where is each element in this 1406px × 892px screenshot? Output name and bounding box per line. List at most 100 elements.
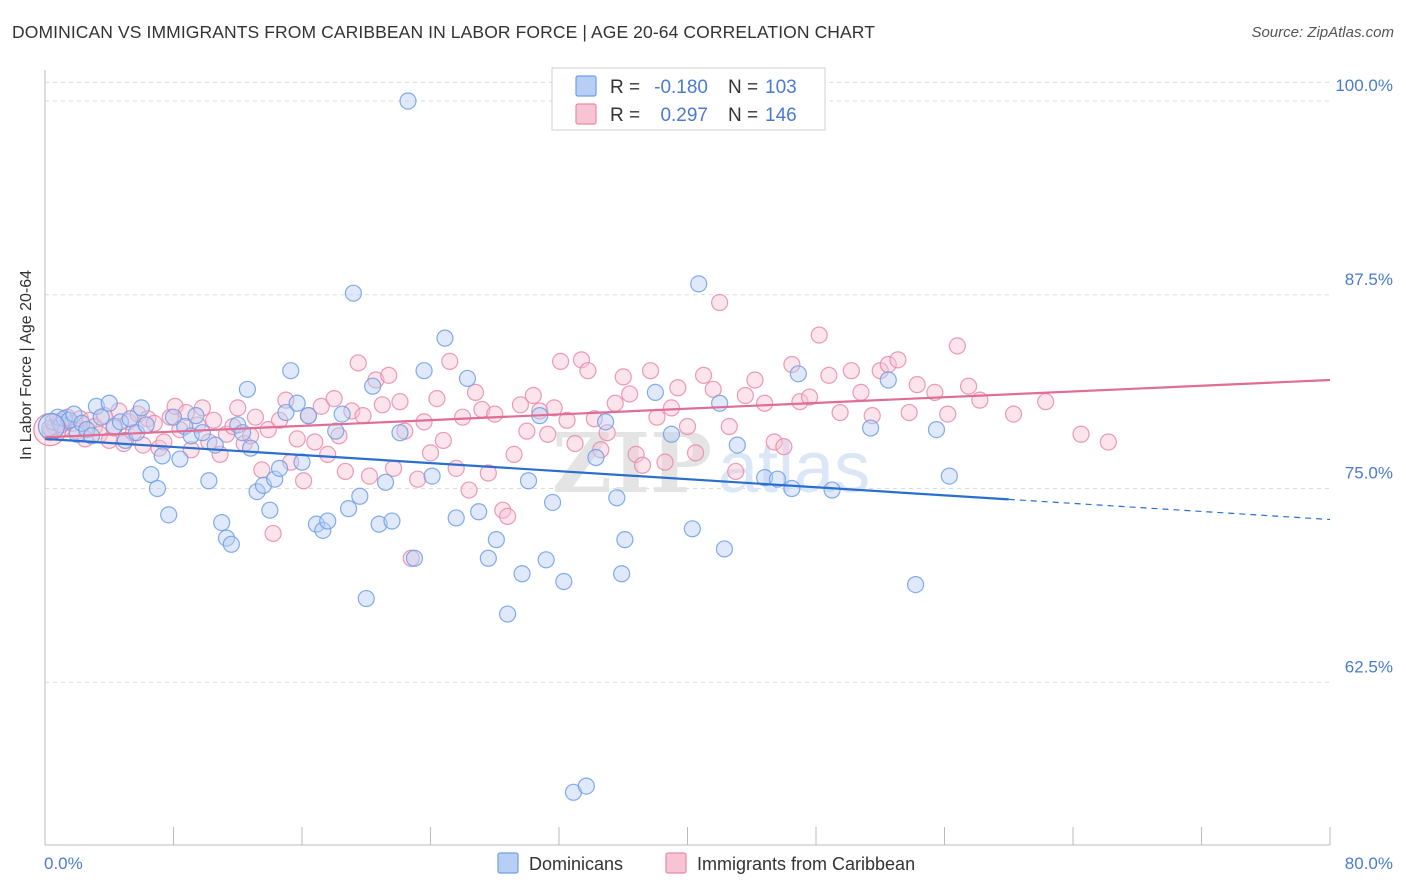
caribbean-point-100 — [627, 445, 645, 463]
dominican-point-24 — [160, 506, 178, 524]
caribbean-point-33 — [205, 411, 223, 429]
dominican-point-102 — [906, 575, 925, 594]
caribbean-point-107 — [678, 417, 697, 436]
dominican-point-51 — [314, 521, 332, 539]
caribbean-point-122 — [810, 326, 828, 344]
caribbean-point-56 — [343, 402, 361, 420]
caribbean-point-112 — [720, 417, 738, 436]
chart-source: Source: ZipAtlas.com — [1251, 24, 1394, 41]
caribbean-point-131 — [900, 403, 918, 422]
dominican-point-25 — [164, 408, 183, 426]
dominican-point-95 — [755, 469, 774, 487]
caribbean-point-110 — [704, 380, 722, 398]
dominican-point-52 — [319, 512, 337, 530]
dominican-point-60 — [370, 515, 388, 533]
caribbean-point-114 — [736, 386, 754, 405]
dominican-point-64 — [399, 92, 417, 110]
dominican-point-11 — [87, 397, 106, 415]
caribbean-point-134 — [939, 405, 957, 423]
dominican-point-68 — [436, 329, 454, 347]
caribbean-point-29 — [182, 441, 200, 459]
caribbean-point-48 — [295, 472, 313, 490]
caribbean-point-45 — [277, 391, 295, 409]
dominican-point-73 — [487, 531, 505, 549]
caribbean-point-68 — [415, 413, 433, 431]
caribbean-point-54 — [330, 427, 348, 445]
legend-swatch-1 — [575, 103, 597, 125]
dominican-point-20 — [137, 416, 155, 434]
dominican-point-70 — [458, 369, 477, 388]
chart-title: DOMINICAN VS IMMIGRANTS FROM CARIBBEAN I… — [12, 22, 876, 42]
dominican-point-65 — [405, 549, 424, 567]
y-tick-label-2: 87.5% — [1345, 270, 1393, 289]
caribbean-point-123 — [820, 366, 838, 384]
dominican-point-42 — [261, 501, 279, 519]
data-points — [33, 92, 1117, 801]
caribbean-point-69 — [421, 444, 440, 462]
dominican-point-78 — [537, 551, 555, 569]
caribbean-point-61 — [373, 396, 391, 414]
legend: R = -0.180 N = 103 R = 0.297 N = 146 — [551, 67, 826, 131]
dominican-point-74 — [499, 605, 517, 623]
dominican-point-29 — [187, 407, 205, 425]
caribbean-point-135 — [948, 337, 966, 355]
caribbean-point-140 — [1072, 425, 1090, 443]
axes — [44, 70, 1331, 846]
caribbean-point-73 — [447, 459, 465, 477]
caribbean-point-90 — [558, 411, 576, 429]
caribbean-point-102 — [641, 362, 660, 380]
caribbean-point-83 — [511, 396, 530, 414]
bottom-legend-label-1: Immigrants from Caribbean — [697, 854, 915, 874]
bottom-legend-swatch-1 — [665, 852, 687, 874]
caribbean-point-99 — [621, 385, 639, 403]
dominican-point-85 — [608, 489, 626, 507]
dominican-point-66 — [415, 362, 433, 380]
dominican-point-50 — [307, 515, 326, 533]
dominican-point-97 — [783, 479, 801, 498]
bottom-legend-swatch-0 — [497, 852, 519, 874]
dominican-point-38 — [238, 380, 256, 398]
dominican-point-89 — [662, 425, 681, 443]
dominican-point-30 — [193, 424, 212, 442]
caribbean-point-64 — [391, 393, 409, 411]
caribbean-point-109 — [694, 366, 713, 384]
dominican-point-84 — [596, 413, 615, 431]
caribbean-point-89 — [552, 352, 570, 370]
dominican-point-46 — [282, 362, 300, 380]
dominican-point-58 — [357, 589, 375, 608]
dominican-point-40 — [248, 483, 266, 501]
caribbean-point-88 — [545, 399, 563, 417]
caribbean-point-126 — [852, 383, 870, 401]
dominican-point-90 — [690, 275, 708, 293]
legend-r-value-0: -0.180 — [654, 77, 708, 98]
caribbean-trend-line — [44, 378, 1331, 439]
caribbean-point-74 — [454, 408, 472, 426]
dominican-point-53 — [327, 422, 345, 440]
bottom-legend: Dominicans Immigrants from Caribbean — [497, 852, 915, 874]
caribbean-point-67 — [409, 470, 427, 488]
dominican-point-17 — [121, 410, 139, 428]
x-tick-label-max: 80.0% — [1345, 854, 1393, 873]
trend-lines — [44, 378, 1331, 521]
caribbean-point-120 — [791, 393, 809, 411]
caribbean-point-37 — [229, 399, 247, 417]
dominican-point-98 — [789, 365, 807, 383]
legend-swatch-0 — [575, 75, 597, 97]
y-axis-label: In Labor Force | Age 20-64 — [18, 269, 35, 460]
legend-n-label-0: N = — [728, 77, 758, 98]
dominican-point-76 — [519, 472, 538, 490]
dominican-point-80 — [555, 572, 573, 591]
caribbean-point-141 — [1099, 433, 1117, 451]
dominican-point-31 — [200, 472, 218, 490]
caribbean-point-55 — [336, 462, 354, 481]
caribbean-point-57 — [349, 354, 367, 372]
dominican-point-72 — [479, 549, 497, 567]
dominican-point-48 — [293, 453, 311, 471]
caribbean-point-76 — [466, 383, 485, 401]
y-tick-label-1: 75.0% — [1345, 464, 1393, 483]
caribbean-point-75 — [460, 481, 478, 499]
caribbean-point-118 — [775, 438, 793, 456]
dominican-point-63 — [391, 424, 409, 442]
caribbean-point-103 — [648, 408, 666, 426]
dominican-point-101 — [879, 371, 897, 389]
